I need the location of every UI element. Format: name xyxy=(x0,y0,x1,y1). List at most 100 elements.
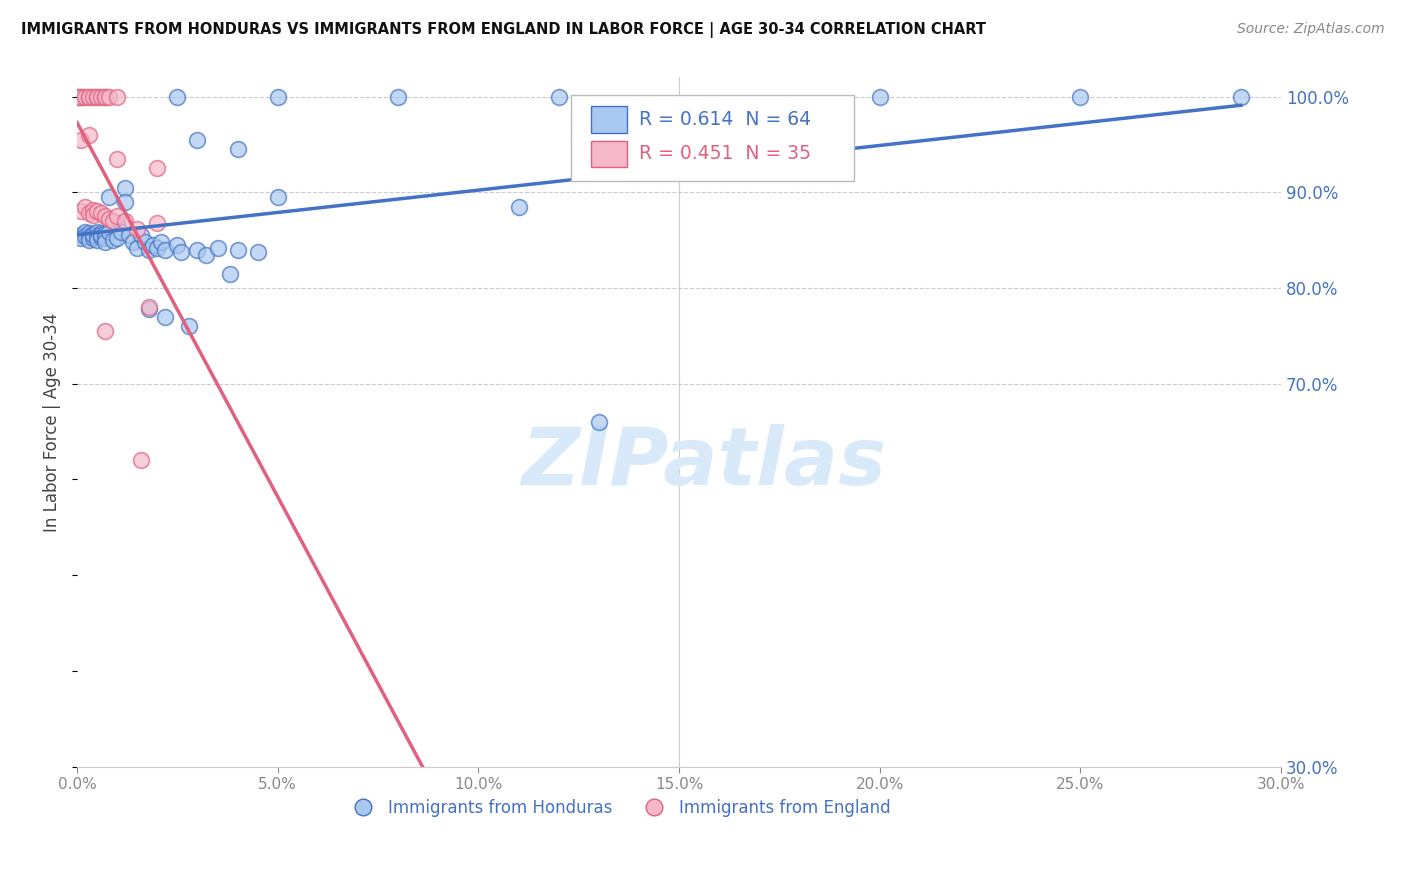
Point xyxy=(75,229,97,244)
Point xyxy=(90,206,112,220)
Point xyxy=(226,243,249,257)
Point xyxy=(138,300,160,314)
Point xyxy=(90,228,112,243)
Point xyxy=(186,133,208,147)
Point xyxy=(146,216,169,230)
Point xyxy=(90,227,112,241)
Bar xyxy=(591,141,627,167)
Point xyxy=(146,161,169,176)
Point xyxy=(70,231,93,245)
Point xyxy=(94,324,117,338)
Point xyxy=(114,194,136,209)
Point xyxy=(70,133,93,147)
Point xyxy=(166,89,188,103)
Text: R = 0.451  N = 35: R = 0.451 N = 35 xyxy=(640,145,811,163)
Text: R = 0.614  N = 64: R = 0.614 N = 64 xyxy=(640,110,811,129)
Point xyxy=(218,267,240,281)
Point xyxy=(94,209,117,223)
Point xyxy=(82,227,104,242)
FancyBboxPatch shape xyxy=(571,95,853,181)
Bar xyxy=(591,106,627,133)
Point xyxy=(179,319,201,334)
Text: ZIPatlas: ZIPatlas xyxy=(520,425,886,502)
Point xyxy=(86,89,108,103)
Point xyxy=(207,241,229,255)
Point xyxy=(75,89,97,103)
Point xyxy=(588,415,610,429)
Point xyxy=(82,208,104,222)
Point xyxy=(129,228,152,243)
Point xyxy=(105,89,128,103)
Point xyxy=(138,243,160,257)
Point xyxy=(77,128,100,142)
Point xyxy=(66,89,89,103)
Point xyxy=(98,226,121,240)
Point xyxy=(194,247,217,261)
Point xyxy=(138,301,160,316)
Point xyxy=(98,190,121,204)
Point xyxy=(118,228,141,243)
Point xyxy=(90,89,112,103)
Point xyxy=(105,231,128,245)
Point xyxy=(70,89,93,103)
Point xyxy=(86,226,108,240)
Point xyxy=(114,214,136,228)
Point xyxy=(105,209,128,223)
Point xyxy=(86,204,108,219)
Point xyxy=(77,227,100,241)
Point xyxy=(75,226,97,240)
Point xyxy=(103,214,125,228)
Point xyxy=(86,229,108,244)
Point xyxy=(82,228,104,243)
Point xyxy=(869,89,891,103)
Y-axis label: In Labor Force | Age 30-34: In Labor Force | Age 30-34 xyxy=(44,312,60,532)
Point xyxy=(86,89,108,103)
Text: Source: ZipAtlas.com: Source: ZipAtlas.com xyxy=(1237,22,1385,37)
Point xyxy=(75,200,97,214)
Point xyxy=(77,233,100,247)
Point xyxy=(547,89,569,103)
Point xyxy=(1230,89,1253,103)
Point xyxy=(150,235,173,249)
Text: IMMIGRANTS FROM HONDURAS VS IMMIGRANTS FROM ENGLAND IN LABOR FORCE | AGE 30-34 C: IMMIGRANTS FROM HONDURAS VS IMMIGRANTS F… xyxy=(21,22,986,38)
Point xyxy=(70,204,93,219)
Point xyxy=(77,230,100,244)
Point xyxy=(98,212,121,227)
Point xyxy=(105,152,128,166)
Point xyxy=(98,89,121,103)
Point xyxy=(94,231,117,245)
Point xyxy=(127,241,149,255)
Point xyxy=(267,190,290,204)
Point xyxy=(155,310,177,324)
Point xyxy=(246,244,269,259)
Point xyxy=(110,226,132,240)
Point xyxy=(90,230,112,244)
Point xyxy=(70,89,93,103)
Point xyxy=(170,244,193,259)
Point xyxy=(387,89,409,103)
Point xyxy=(82,231,104,245)
Point xyxy=(86,233,108,247)
Point xyxy=(166,238,188,252)
Point xyxy=(105,216,128,230)
Point xyxy=(82,202,104,217)
Point xyxy=(66,89,89,103)
Point xyxy=(122,235,145,249)
Point xyxy=(82,89,104,103)
Point xyxy=(1069,89,1091,103)
Point xyxy=(142,238,165,252)
Point xyxy=(267,89,290,103)
Point xyxy=(94,235,117,249)
Point xyxy=(94,89,117,103)
Point xyxy=(114,180,136,194)
Point xyxy=(94,227,117,242)
Point xyxy=(103,233,125,247)
Point xyxy=(77,89,100,103)
Point xyxy=(186,243,208,257)
Point xyxy=(129,453,152,467)
Legend: Immigrants from Honduras, Immigrants from England: Immigrants from Honduras, Immigrants fro… xyxy=(340,792,897,823)
Point xyxy=(508,200,530,214)
Point xyxy=(77,89,100,103)
Point xyxy=(77,206,100,220)
Point xyxy=(146,241,169,255)
